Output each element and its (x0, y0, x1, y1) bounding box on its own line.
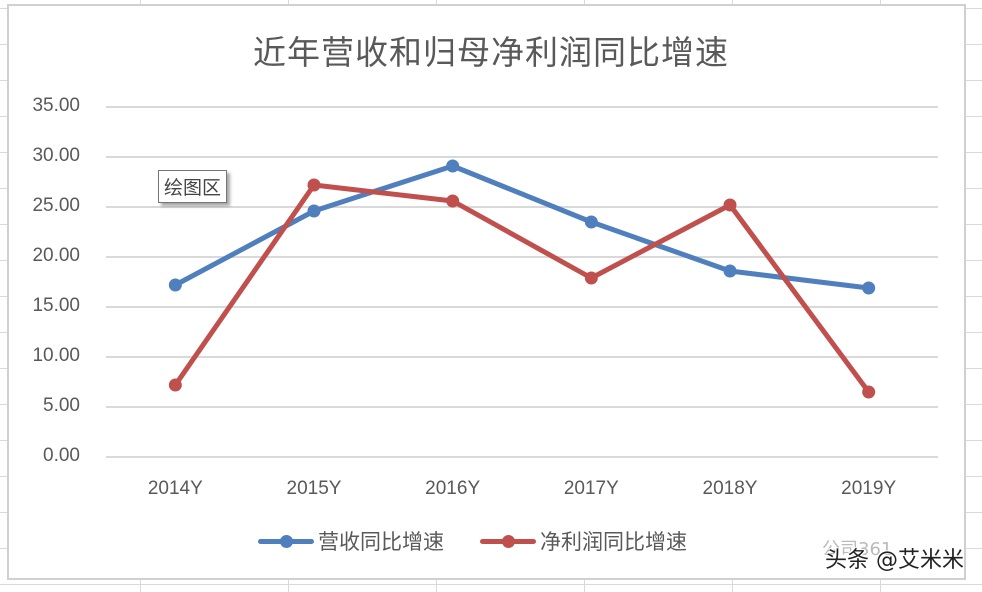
watermark: 头条 @艾米米 (825, 548, 964, 573)
legend-line-marker-icon (258, 533, 314, 549)
data-point-marker[interactable] (168, 278, 182, 292)
y-tick-label: 15.00 (32, 295, 80, 316)
series-line-1[interactable] (172, 182, 872, 395)
data-point-marker[interactable] (307, 204, 321, 218)
y-tick-label: 35.00 (32, 95, 80, 116)
y-tick-label: 5.00 (43, 395, 80, 416)
data-point-marker[interactable] (862, 385, 876, 399)
x-tick-label: 2016Y (425, 478, 481, 499)
chart-title: 近年营收和归母净利润同比增速 (253, 33, 729, 72)
data-point-marker[interactable] (723, 198, 737, 212)
legend-line-marker-icon (480, 533, 536, 549)
legend-item-net-profit[interactable]: 净利润同比增速 (480, 526, 687, 556)
data-point-marker[interactable] (584, 271, 598, 285)
x-tick-label: 2018Y (702, 478, 758, 499)
y-tick-label: 0.00 (43, 445, 80, 466)
watermark-faint: 公司361 (822, 539, 893, 560)
plot-area-tooltip: 绘图区 (158, 170, 228, 203)
x-tick-label: 2014Y (147, 478, 203, 499)
legend-item-revenue[interactable]: 营收同比增速 (258, 526, 444, 556)
data-point-marker[interactable] (168, 378, 182, 392)
legend-label: 营收同比增速 (318, 530, 444, 554)
y-tick-label: 25.00 (32, 195, 80, 216)
x-tick-label: 2015Y (286, 478, 342, 499)
data-point-marker[interactable] (446, 194, 460, 208)
chart-area[interactable] (7, 4, 966, 580)
data-point-marker[interactable] (584, 215, 598, 229)
data-point-marker[interactable] (862, 281, 876, 295)
x-tick-label: 2017Y (563, 478, 619, 499)
legend[interactable]: 营收同比增速 净利润同比增速 (258, 526, 687, 556)
data-point-marker[interactable] (307, 178, 321, 192)
x-tick-label: 2019Y (841, 478, 897, 499)
series-line-0[interactable] (172, 163, 872, 291)
data-point-marker[interactable] (446, 159, 460, 173)
y-tick-label: 10.00 (32, 345, 80, 366)
data-point-marker[interactable] (723, 264, 737, 278)
y-tick-label: 20.00 (32, 245, 80, 266)
y-tick-label: 30.00 (32, 145, 80, 166)
legend-label: 净利润同比增速 (540, 530, 687, 554)
